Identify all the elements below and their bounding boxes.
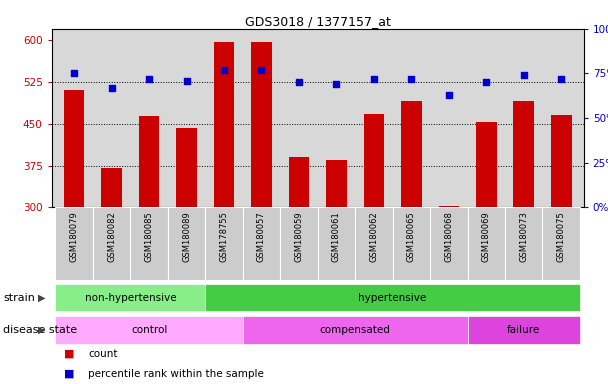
Point <box>69 70 79 76</box>
Text: GSM180065: GSM180065 <box>407 211 416 262</box>
Text: ▶: ▶ <box>38 325 45 335</box>
FancyBboxPatch shape <box>55 316 243 344</box>
Point <box>219 67 229 73</box>
Point <box>369 76 379 82</box>
Text: GSM180089: GSM180089 <box>182 211 191 262</box>
Bar <box>364 114 384 207</box>
Text: GSM180068: GSM180068 <box>444 211 454 262</box>
Point <box>482 79 491 85</box>
Bar <box>551 115 572 207</box>
Text: ■: ■ <box>64 369 74 379</box>
FancyBboxPatch shape <box>243 316 468 344</box>
Text: GSM180073: GSM180073 <box>519 211 528 262</box>
Bar <box>251 42 272 207</box>
Text: GSM180082: GSM180082 <box>107 211 116 262</box>
Bar <box>476 122 497 207</box>
Text: non-hypertensive: non-hypertensive <box>85 293 176 303</box>
Bar <box>401 101 421 207</box>
FancyBboxPatch shape <box>168 207 206 280</box>
Text: compensated: compensated <box>320 325 390 335</box>
Title: GDS3018 / 1377157_at: GDS3018 / 1377157_at <box>245 15 390 28</box>
Text: GSM180059: GSM180059 <box>294 211 303 262</box>
Point <box>294 79 304 85</box>
Point <box>182 78 192 84</box>
Bar <box>513 101 534 207</box>
FancyBboxPatch shape <box>55 207 93 280</box>
FancyBboxPatch shape <box>55 284 206 311</box>
Text: GSM180079: GSM180079 <box>70 211 78 262</box>
FancyBboxPatch shape <box>93 207 130 280</box>
FancyBboxPatch shape <box>243 207 280 280</box>
Text: GSM180062: GSM180062 <box>370 211 378 262</box>
FancyBboxPatch shape <box>206 284 580 311</box>
FancyBboxPatch shape <box>393 207 430 280</box>
Text: GSM178755: GSM178755 <box>219 211 229 262</box>
FancyBboxPatch shape <box>505 207 542 280</box>
Point <box>144 76 154 82</box>
Bar <box>176 127 197 207</box>
FancyBboxPatch shape <box>430 207 468 280</box>
Bar <box>438 206 459 207</box>
Text: control: control <box>131 325 167 335</box>
Text: percentile rank within the sample: percentile rank within the sample <box>88 369 264 379</box>
Text: ▶: ▶ <box>38 293 45 303</box>
Bar <box>64 90 85 207</box>
Text: GSM180057: GSM180057 <box>257 211 266 262</box>
Point <box>257 67 266 73</box>
Bar <box>289 157 309 207</box>
Text: count: count <box>88 349 118 359</box>
Bar <box>139 116 159 207</box>
Point <box>331 81 341 87</box>
Text: GSM180085: GSM180085 <box>145 211 154 262</box>
Text: GSM180069: GSM180069 <box>482 211 491 262</box>
FancyBboxPatch shape <box>206 207 243 280</box>
Text: GSM180061: GSM180061 <box>332 211 341 262</box>
Text: ■: ■ <box>64 349 74 359</box>
Bar <box>214 41 234 207</box>
FancyBboxPatch shape <box>355 207 393 280</box>
FancyBboxPatch shape <box>468 207 505 280</box>
Point <box>519 72 528 78</box>
Point <box>444 92 454 98</box>
Bar <box>102 168 122 207</box>
FancyBboxPatch shape <box>468 316 580 344</box>
Bar <box>326 160 347 207</box>
Point <box>107 84 117 91</box>
Text: failure: failure <box>507 325 541 335</box>
Text: GSM180075: GSM180075 <box>557 211 565 262</box>
FancyBboxPatch shape <box>280 207 317 280</box>
Point <box>556 76 566 82</box>
FancyBboxPatch shape <box>542 207 580 280</box>
FancyBboxPatch shape <box>130 207 168 280</box>
Text: disease state: disease state <box>3 325 77 335</box>
Text: hypertensive: hypertensive <box>359 293 427 303</box>
Text: strain: strain <box>3 293 35 303</box>
FancyBboxPatch shape <box>317 207 355 280</box>
Point <box>407 76 416 82</box>
